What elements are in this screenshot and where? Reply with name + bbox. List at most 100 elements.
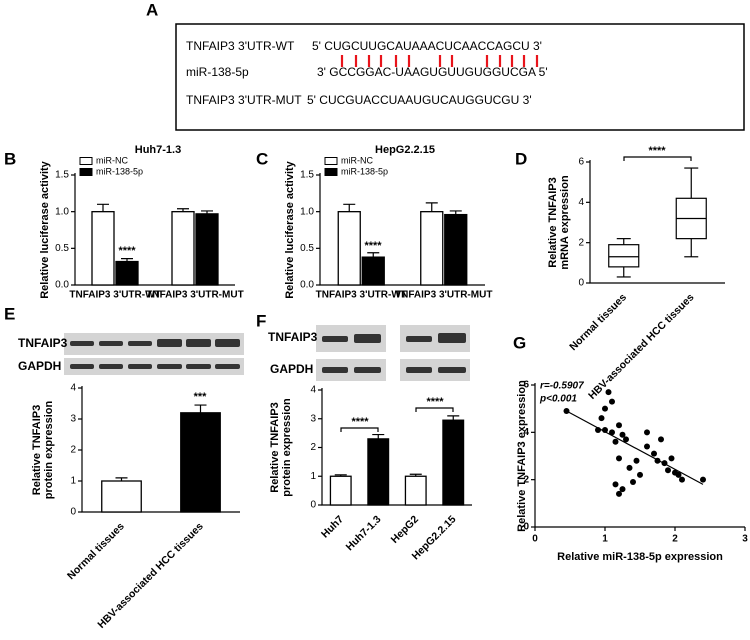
x-tick-label: TNFAIP3 3'UTR-WT xyxy=(69,290,160,301)
point xyxy=(661,460,668,467)
x-tick-label: TNFAIP3 3'UTR-WT xyxy=(316,290,407,301)
y-tick-label: 3 xyxy=(310,413,316,424)
y-axis-label: protein expression xyxy=(281,398,293,497)
sequence: 5' CUCGUACCUAAUGUCAUGGUCGU 3' xyxy=(307,93,532,107)
x-tick-label: HepG2 xyxy=(389,513,422,546)
x-tick-label: Normal tissues xyxy=(567,291,629,353)
sequence-label: TNFAIP3 3'UTR-WT xyxy=(186,39,295,53)
legend-label: miR-NC xyxy=(96,155,128,165)
point xyxy=(616,490,622,497)
x-tick-label: 1 xyxy=(602,534,608,545)
y-tick-label: 0 xyxy=(578,278,584,289)
legend-label: miR-NC xyxy=(341,155,373,165)
blot-label: TNFAIP3 xyxy=(18,336,68,350)
y-tick-label: 6 xyxy=(523,380,529,391)
point xyxy=(602,426,608,433)
y-tick-label: 6 xyxy=(578,157,584,168)
x-axis-label: Relative miR-138-5p expression xyxy=(557,551,723,563)
annotation: **** xyxy=(426,396,444,408)
x-tick-label: TNFAIP3 3'UTR-MUT xyxy=(395,290,492,301)
bar xyxy=(91,211,115,286)
point xyxy=(637,471,643,478)
y-tick-label: 1.0 xyxy=(300,206,314,217)
bar xyxy=(444,213,468,286)
legend-label: miR-138-5p xyxy=(341,166,388,176)
x-tick-label: Huh7 xyxy=(319,513,346,540)
significance-bracket xyxy=(623,156,692,161)
point xyxy=(668,455,675,462)
error-bar xyxy=(447,415,460,421)
annotation: **** xyxy=(364,240,382,252)
y-tick-label: 3 xyxy=(70,414,76,425)
legend-swatch xyxy=(79,157,93,165)
point xyxy=(602,405,608,412)
sequence-box xyxy=(175,23,745,131)
y-tick-label: 4 xyxy=(578,197,584,208)
y-tick-label: 4 xyxy=(310,385,316,396)
point xyxy=(700,476,706,483)
y-axis-label: Relative TNFAIP3 expression xyxy=(516,380,528,532)
panel-label: F xyxy=(256,311,266,330)
error-bar xyxy=(372,433,385,439)
axis-line xyxy=(589,160,725,284)
point xyxy=(644,429,650,436)
blot-label: GAPDH xyxy=(270,362,313,376)
chart-title: Huh7-1.3 xyxy=(135,144,181,156)
point xyxy=(651,450,657,457)
y-tick-label: 0 xyxy=(310,500,316,511)
fit-line xyxy=(566,410,704,485)
y-axis-label: Relative TNFAIP3 xyxy=(31,405,43,495)
annotation: **** xyxy=(351,416,369,428)
panel-label: C xyxy=(256,149,268,168)
significance-bracket xyxy=(340,427,379,432)
y-axis-label: Relative luciferase activity xyxy=(284,160,296,298)
bar xyxy=(195,213,219,286)
bar xyxy=(337,211,361,286)
blot-label: TNFAIP3 xyxy=(268,330,318,344)
annotation: *** xyxy=(194,391,208,403)
y-tick-label: 0.0 xyxy=(55,280,69,291)
y-tick-label: 1.5 xyxy=(55,170,69,181)
bar xyxy=(404,475,427,506)
x-tick-label: 0 xyxy=(532,534,538,545)
x-tick-label: 3 xyxy=(742,534,748,545)
legend-swatch xyxy=(79,168,93,176)
point xyxy=(609,429,615,436)
annotation: p<0.001 xyxy=(539,394,577,405)
y-tick-label: 0 xyxy=(523,522,529,533)
y-tick-label: 0.5 xyxy=(300,243,314,254)
error-bar xyxy=(194,404,207,413)
y-tick-label: 1 xyxy=(310,471,316,482)
y-tick-label: 2 xyxy=(523,474,529,485)
point xyxy=(612,438,619,445)
annotation: **** xyxy=(648,145,666,157)
panel-label: B xyxy=(4,149,16,168)
point xyxy=(626,464,633,471)
point xyxy=(563,408,570,415)
bar xyxy=(367,438,390,506)
error-bar xyxy=(367,252,380,258)
y-tick-label: 4 xyxy=(523,427,529,438)
legend-label: miR-138-5p xyxy=(96,166,143,176)
annotation: r=-0.5907 xyxy=(540,381,584,392)
y-axis-label: Relative TNFAIP3 xyxy=(547,177,559,267)
point xyxy=(619,431,626,438)
bar xyxy=(101,480,142,513)
x-tick-label: TNFAIP3 3'UTR-MUT xyxy=(146,290,243,301)
y-tick-label: 0.0 xyxy=(300,280,314,291)
panel-label: A xyxy=(146,0,158,19)
point xyxy=(679,476,685,483)
y-tick-label: 2 xyxy=(70,445,76,456)
annotation: **** xyxy=(118,245,136,257)
bar xyxy=(171,211,195,286)
western-blot xyxy=(316,325,470,381)
western-blot xyxy=(64,333,244,375)
box xyxy=(608,244,640,268)
panel-label: D xyxy=(515,149,527,168)
sequence: 3' GCCGGAC-UAAGUGUUGUGGUCGA 5' xyxy=(317,65,548,79)
y-tick-label: 0.5 xyxy=(55,243,69,254)
y-tick-label: 1.5 xyxy=(300,170,314,181)
sequence-label: TNFAIP3 3'UTR-MUT xyxy=(186,93,302,107)
bar xyxy=(420,211,444,286)
